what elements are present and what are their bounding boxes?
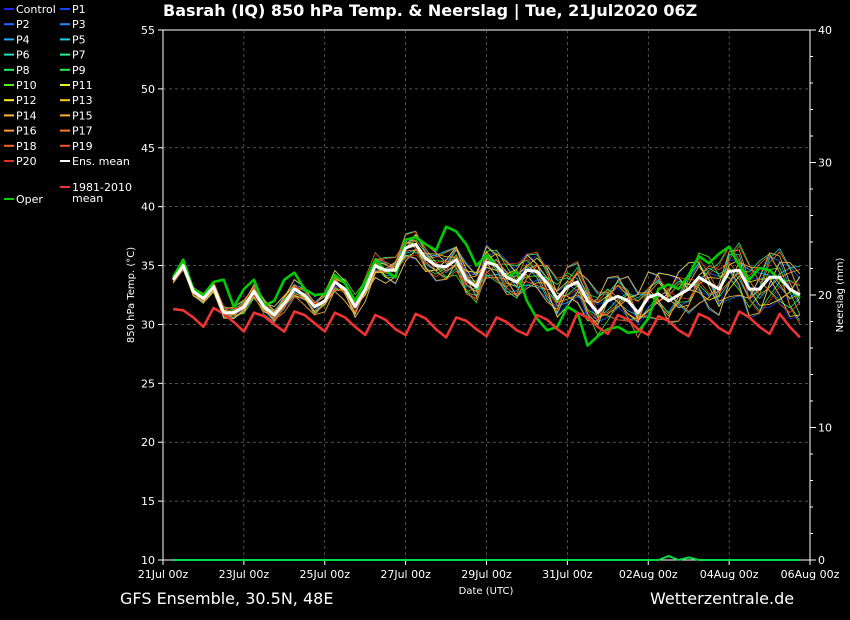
y2-tick-label: 0 [818,554,825,567]
chart-title: Basrah (IQ) 850 hPa Temp. & Neerslag | T… [163,1,697,21]
oper-line [171,225,801,347]
x-tick-label: 25Jul 00z [299,568,350,581]
legend-label: P8 [16,64,30,77]
x-tick-label: 04Aug 00z [700,568,759,581]
legend-label: P12 [16,94,37,107]
x-tick-label: 23Jul 00z [219,568,270,581]
footer-site-name: Wetterzentrale.de [650,589,795,608]
y2-axis-label: Neerslag (mm) [835,257,846,332]
climatology-line [172,306,801,339]
y-tick-label: 10 [141,554,155,567]
plot-area: 10 15 20 25 30 35 40 45 50 55 0 10 20 30 40 21Jul 00z… [138,24,840,581]
y-tick-label: 30 [141,318,155,331]
y-tick-label: 55 [141,24,155,37]
legend-label: P17 [72,125,93,138]
x-tick-label: 06Aug 00z [781,568,840,581]
legend-label: P16 [16,125,37,138]
legend-label: P2 [16,18,30,31]
legend-label-oper: Oper [16,193,43,206]
legend-label: P4 [16,33,30,46]
legend-label: P5 [72,33,86,46]
precip-line [173,554,800,562]
legend-label: P3 [72,18,86,31]
y-tick-label: 45 [141,142,155,155]
y-tick-label: 35 [141,260,155,273]
x-axis: 21Jul 00z 23Jul 00z 25Jul 00z 27Jul 00z 29Ju… [138,560,840,581]
legend-label-climatology-2: mean [72,192,103,205]
member-line-p20 [172,246,800,324]
legend-label: P9 [72,64,86,77]
y2-tick-label: 30 [818,157,832,170]
member-line-p16 [172,246,801,321]
legend-label-ens-mean: Ens. mean [72,155,130,168]
legend-label-climatology: 1981-2010 [72,181,132,194]
legend-label: P7 [72,49,86,62]
y2-axis: 0 10 20 30 40 [810,24,832,567]
ens-mean-line [171,242,801,317]
legend-label: P15 [72,109,93,122]
legend-label: P13 [72,94,93,107]
y-tick-label: 40 [141,201,155,214]
legend-label: P10 [16,79,37,92]
legend-label: Control [16,3,56,16]
footer-model-info: GFS Ensemble, 30.5N, 48E [120,589,334,608]
legend-label: P18 [16,140,37,153]
x-tick-label: 02Aug 00z [619,568,678,581]
x-tick-label: 31Jul 00z [542,568,593,581]
x-tick-label: 27Jul 00z [380,568,431,581]
legend: Control P1 P2 P3 P4 P5 P6 P7 P8 P9 P10 P11 P12 P13 P14… [4,3,132,206]
x-tick-label: 29Jul 00z [461,568,512,581]
legend-label: P19 [72,140,93,153]
y-tick-label: 20 [141,436,155,449]
legend-label: P14 [16,109,37,122]
y2-tick-label: 40 [818,24,832,37]
legend-label: P6 [16,49,30,62]
x-tick-label: 21Jul 00z [138,568,189,581]
y-tick-label: 50 [141,83,155,96]
member-line-p14 [172,233,801,326]
y2-tick-label: 20 [818,289,832,302]
series-layer [171,225,801,562]
legend-label: P20 [16,155,37,168]
y2-tick-label: 10 [818,422,832,435]
x-axis-label: Date (UTC) [459,586,514,597]
y-tick-label: 25 [141,377,155,390]
legend-label: P11 [72,79,93,92]
y-axis: 10 15 20 25 30 35 40 45 50 55 [141,24,163,567]
y-axis-label: 850 hPa Temp. (°C) [126,247,137,343]
legend-label: P1 [72,3,86,16]
y-tick-label: 15 [141,495,155,508]
